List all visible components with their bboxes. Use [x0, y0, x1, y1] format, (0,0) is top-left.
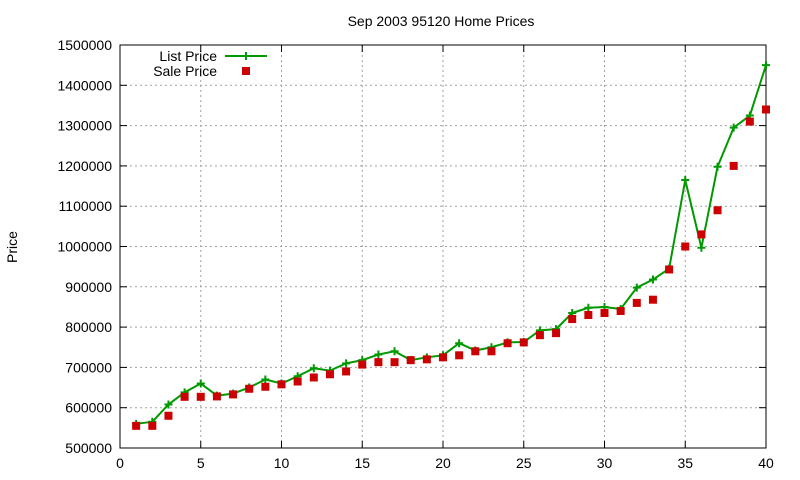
y-tick-label: 1200000	[57, 158, 112, 174]
sale-price-point	[535, 331, 544, 340]
sale-price-point	[584, 311, 593, 320]
sale-price-point	[568, 315, 577, 324]
list-price-point	[697, 243, 706, 252]
y-tick-label: 600000	[65, 400, 112, 416]
list-price-point	[261, 375, 270, 384]
x-tick-label: 5	[197, 455, 205, 471]
list-price-point	[632, 283, 641, 292]
list-price-point	[164, 400, 173, 409]
sale-price-point	[309, 373, 318, 382]
x-tick-label: 35	[677, 455, 693, 471]
sale-price-point	[665, 265, 674, 274]
legend-sale-price-label: Sale Price	[153, 63, 217, 79]
sale-price-point	[132, 421, 141, 430]
y-tick-label: 1000000	[57, 239, 112, 255]
sale-price-point	[455, 351, 464, 360]
series	[132, 61, 770, 430]
sale-price-point	[713, 206, 722, 215]
list-price-point	[374, 350, 383, 359]
list-price-point	[584, 303, 593, 312]
sale-price-point	[229, 390, 238, 399]
sale-price-point	[503, 339, 512, 348]
list-price-point	[196, 379, 205, 388]
x-tick-label: 25	[516, 455, 532, 471]
legend: List Price Sale Price	[153, 48, 267, 79]
x-tick-label: 15	[354, 455, 370, 471]
y-tick-label: 1300000	[57, 118, 112, 134]
y-tick-label: 1400000	[57, 77, 112, 93]
x-tick-label: 10	[274, 455, 290, 471]
sale-price-point	[293, 377, 302, 386]
list-price-line	[136, 64, 767, 425]
sale-price-point	[261, 382, 270, 391]
sale-price-point	[196, 392, 205, 401]
sale-price-point	[632, 298, 641, 307]
sale-price-point	[519, 338, 528, 347]
list-price-point	[455, 339, 464, 348]
sale-price-point	[212, 392, 221, 401]
sale-price-point	[729, 161, 738, 170]
sale-price-point	[245, 384, 254, 393]
sale-price-point	[471, 347, 480, 356]
list-price-point	[342, 359, 351, 368]
legend-list-price-marker	[242, 52, 250, 60]
list-price-point	[681, 176, 690, 185]
list-price-point	[729, 123, 738, 132]
sale-price-point	[762, 105, 770, 114]
y-tick-label: 1100000	[59, 198, 113, 214]
x-tick-label: 0	[116, 455, 124, 471]
sale-price-point	[439, 353, 447, 362]
sale-price-point	[616, 306, 625, 315]
x-tick-label: 20	[435, 455, 451, 471]
sale-price-point	[422, 355, 431, 364]
y-tick-label: 700000	[65, 359, 112, 375]
sale-price-point	[681, 242, 690, 251]
x-tick-label: 40	[758, 455, 774, 471]
list-price-point	[648, 275, 657, 284]
chart-title: Sep 2003 95120 Home Prices	[348, 13, 535, 29]
y-axis-label: Price	[4, 231, 20, 263]
sale-price-point	[180, 392, 189, 401]
sale-price-point	[374, 358, 383, 367]
sale-price-point	[487, 347, 496, 356]
x-tick-label: 30	[597, 455, 613, 471]
legend-list-price-label: List Price	[159, 48, 217, 64]
y-tick-label: 1500000	[57, 37, 112, 53]
sale-price-point	[325, 370, 334, 379]
y-tick-label: 800000	[65, 319, 112, 335]
list-price-point	[309, 364, 318, 373]
sale-price-point	[358, 360, 367, 369]
sale-price-point	[164, 411, 173, 420]
sale-price-point	[148, 421, 157, 430]
sale-price-point	[745, 117, 754, 126]
list-price-point	[713, 162, 722, 171]
sale-price-point	[390, 358, 399, 367]
sale-price-point	[697, 230, 706, 239]
list-price-point	[390, 347, 399, 356]
sale-price-point	[277, 380, 286, 389]
y-tick-label: 900000	[65, 279, 112, 295]
list-price-point	[762, 61, 770, 70]
sale-price-point	[342, 367, 351, 376]
sale-price-point	[406, 356, 415, 365]
sale-price-point	[552, 329, 561, 338]
sale-price-point	[600, 308, 609, 317]
y-tick-label: 500000	[65, 440, 112, 456]
sale-price-point	[648, 295, 657, 304]
axis-tick-labels: 0 5 10 15 20 25 30 35 40 500000 600000 700000 800000…	[57, 37, 774, 471]
legend-sale-price-marker	[242, 67, 250, 75]
